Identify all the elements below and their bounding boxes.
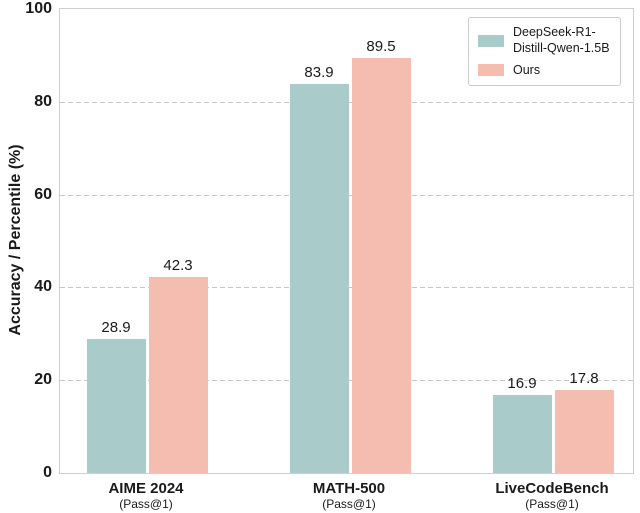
x-tick-label: MATH-500 xyxy=(312,480,386,497)
x-tick-sublabel: (Pass@1) xyxy=(119,497,173,512)
y-tick-80: 80 xyxy=(34,92,52,110)
legend-label-deepseek: DeepSeek-R1- Distill-Qwen-1.5B xyxy=(513,25,610,55)
bar-deepseek-r1-aime-2024 xyxy=(86,338,146,473)
x-tick-label: LiveCodeBench xyxy=(495,480,609,497)
bar-ours-livecodebench xyxy=(554,390,614,473)
x-tick-sublabel: (Pass@1) xyxy=(525,497,579,512)
bar-deepseek-r1-math-500 xyxy=(289,83,349,473)
y-tick-100: 100 xyxy=(25,0,52,17)
value-label-ours-aime-2024: 42.3 xyxy=(163,256,193,274)
value-label-deepseek-r1-math-500: 83.9 xyxy=(304,63,334,81)
legend-item-deepseek: DeepSeek-R1- Distill-Qwen-1.5B xyxy=(478,25,610,57)
legend-label-ours: Ours xyxy=(513,62,541,77)
y-tick-0: 0 xyxy=(43,464,52,481)
value-label-deepseek-r1-livecodebench: 16.9 xyxy=(507,374,537,392)
legend-item-ours: Ours xyxy=(478,63,610,79)
value-label-deepseek-r1-aime-2024: 28.9 xyxy=(101,318,131,336)
x-tick-livecodebench: LiveCodeBench (Pass@1) xyxy=(495,480,608,512)
value-label-ours-math-500: 89.5 xyxy=(366,37,396,55)
x-tick-math-500: MATH-500 (Pass@1) xyxy=(313,480,385,512)
legend-swatch-deepseek-icon xyxy=(478,34,504,47)
legend-swatch-ours-icon xyxy=(478,64,504,77)
value-label-ours-livecodebench: 17.8 xyxy=(569,370,599,388)
x-tick-sublabel: (Pass@1) xyxy=(322,497,376,512)
bar-ours-aime-2024 xyxy=(148,276,208,473)
y-tick-60: 60 xyxy=(34,185,52,203)
bar-deepseek-r1-livecodebench xyxy=(492,394,552,473)
y-tick-20: 20 xyxy=(34,371,52,389)
legend: DeepSeek-R1- Distill-Qwen-1.5B Ours xyxy=(468,17,621,87)
x-tick-label: AIME 2024 xyxy=(108,480,184,497)
y-tick-40: 40 xyxy=(34,278,52,296)
bar-ours-math-500 xyxy=(351,57,411,473)
y-axis-label: Accuracy / Percentile (%) xyxy=(7,144,24,336)
x-tick-aime-2024: AIME 2024 (Pass@1) xyxy=(108,480,183,512)
